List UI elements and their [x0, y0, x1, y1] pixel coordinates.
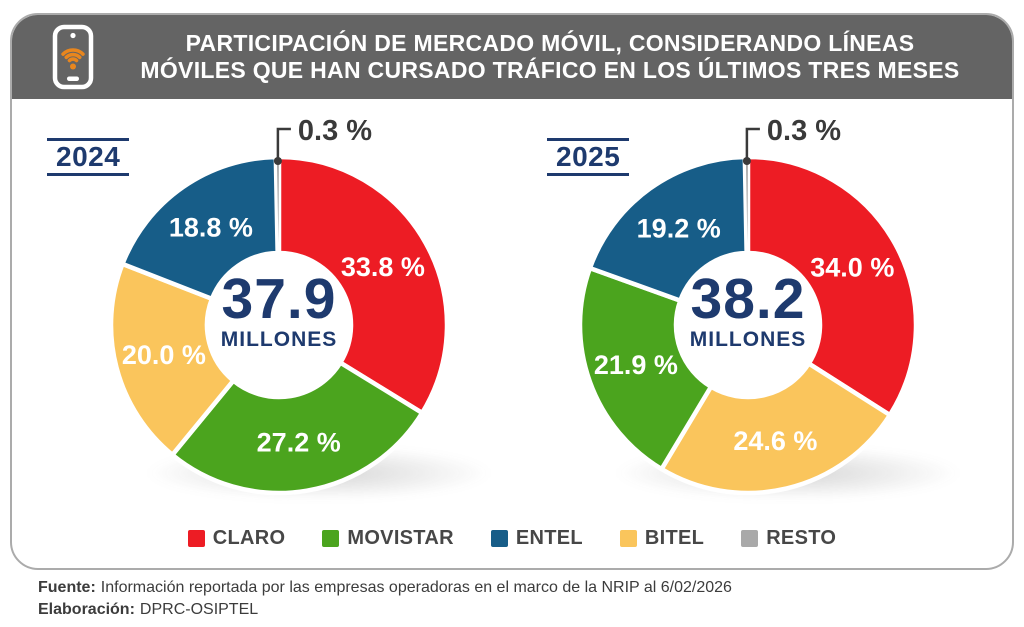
legend-item-resto: RESTO [741, 527, 836, 550]
legend-label-bitel: BITEL [644, 527, 705, 549]
slice-claro-2024 [276, 154, 450, 416]
year-label-2025: 2025 [547, 138, 630, 176]
slice-label-bitel-2025: 24.6 % [733, 426, 817, 456]
slice-movistar-2024 [170, 360, 425, 496]
slice-bitel-2025 [659, 361, 893, 496]
slice-label-claro-2024: 33.8 % [341, 252, 425, 282]
legend-label-movistar: MOVISTAR [347, 527, 454, 549]
slice-movistar-2025 [577, 265, 714, 472]
slice-bitel-2024 [108, 261, 236, 458]
phone-wifi-icon [42, 24, 104, 90]
donut-center-2025: 38.2 MILLONES [638, 270, 858, 352]
year-label-2024: 2024 [47, 138, 130, 176]
center-unit-2025: MILLONES [689, 328, 807, 351]
center-unit-2024: MILLONES [220, 328, 338, 351]
slice-resto-2025 [743, 155, 750, 255]
legend-item-bitel: BITEL [619, 527, 705, 550]
donut-center-2024: 37.9 MILLONES [169, 270, 389, 352]
legend-item-claro: CLARO [187, 527, 286, 550]
fuente-line: Fuente: Información reportada por las emp… [38, 577, 732, 599]
legend: CLARO MOVISTAR ENTEL BITEL RESTO [12, 527, 1012, 550]
callout-label-2025: 0.3 % [767, 115, 841, 147]
elaboracion-text: DPRC-OSIPTEL [139, 601, 259, 618]
slice-label-movistar-2024: 27.2 % [257, 427, 341, 457]
elaboracion-line: Elaboración: DPRC-OSIPTEL [38, 599, 732, 621]
callout-line-2025 [745, 127, 760, 161]
fuente-label: Fuente: [38, 579, 96, 596]
infographic-card: PARTICIPACIÓN DE MERCADO MÓVIL, CONSIDER… [10, 13, 1014, 570]
legend-label-claro: CLARO [212, 527, 286, 549]
slice-label-entel-2025: 19.2 % [637, 213, 721, 243]
page-title: PARTICIPACIÓN DE MERCADO MÓVIL, CONSIDER… [104, 30, 996, 84]
slice-entel-2024 [120, 154, 280, 302]
page-title-line1: PARTICIPACIÓN DE MERCADO MÓVIL, CONSIDER… [185, 30, 915, 56]
elaboracion-label: Elaboración: [38, 601, 135, 618]
page-title-line2: MÓVILES QUE HAN CURSADO TRÁFICO EN LOS Ú… [140, 57, 960, 83]
callout-label-2024: 0.3 % [298, 115, 372, 147]
donut-2025: 34.0 % 24.6 % 21.9 % 19.2 % 0.3 % [577, 115, 919, 496]
slice-resto-2024 [274, 155, 281, 255]
legend-swatch-claro [187, 530, 205, 547]
footer-source: Fuente: Información reportada por las emp… [38, 577, 732, 621]
legend-swatch-movistar [322, 530, 340, 547]
center-value-2024: 37.9 [221, 267, 337, 331]
legend-label-entel: ENTEL [515, 527, 583, 549]
slice-label-entel-2024: 18.8 % [169, 212, 253, 242]
slice-claro-2025 [745, 154, 919, 418]
header-bar: PARTICIPACIÓN DE MERCADO MÓVIL, CONSIDER… [12, 15, 1012, 99]
slice-entel-2025 [587, 154, 749, 303]
legend-swatch-entel [490, 530, 508, 547]
callout-line-2024 [276, 127, 291, 161]
center-value-2025: 38.2 [690, 267, 806, 331]
legend-label-resto: RESTO [766, 527, 837, 549]
slice-label-claro-2025: 34.0 % [810, 253, 894, 283]
legend-item-entel: ENTEL [490, 527, 583, 550]
slice-label-bitel-2024: 20.0 % [122, 340, 206, 370]
slice-label-movistar-2025: 21.9 % [594, 350, 678, 380]
donut-2024: 33.8 % 27.2 % 20.0 % 18.8 % 0.3 % [108, 115, 450, 496]
legend-swatch-resto [741, 530, 759, 547]
fuente-text: Información reportada por las empresas o… [100, 579, 732, 596]
legend-item-movistar: MOVISTAR [322, 527, 454, 550]
legend-swatch-bitel [619, 530, 637, 547]
